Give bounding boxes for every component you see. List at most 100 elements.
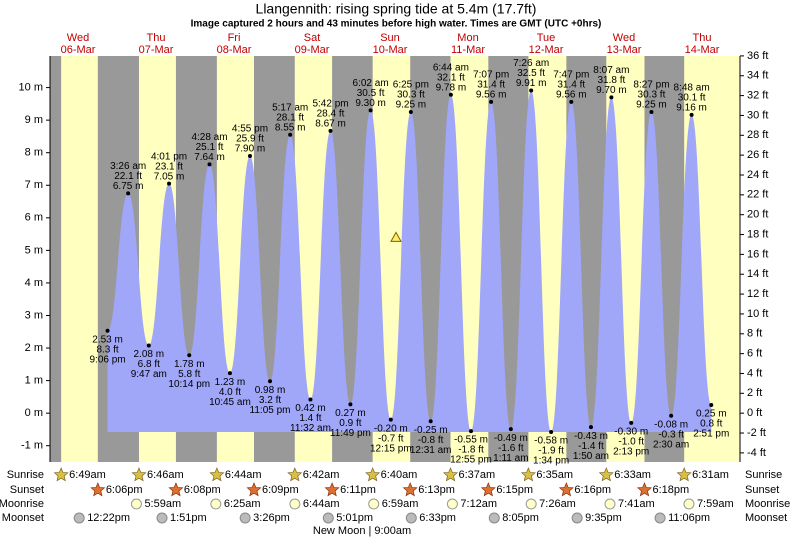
event-time: 6:42am [303, 469, 340, 481]
tide-point [328, 128, 333, 133]
sunset-icon [168, 482, 184, 497]
tide-label: 2:30 am [653, 439, 689, 450]
y2-tick-label: 36 ft [747, 50, 768, 62]
moonrise-icon [525, 498, 537, 510]
tide-label: 0.98 m [255, 385, 286, 396]
moonrise-icon [683, 498, 695, 510]
tide-point [709, 403, 714, 408]
tide-label: 0.27 m [335, 408, 366, 419]
tide-label: 4:01 pm [151, 151, 187, 162]
moonset-icon [322, 512, 334, 524]
y2-tick-label: 32 ft [747, 90, 768, 102]
sunrise-icon [598, 467, 614, 482]
y2-tick-label: 2 ft [747, 387, 762, 399]
tide-label: 9.56 m [476, 90, 507, 101]
sunrise-icon [520, 467, 536, 482]
moonrise-icon [604, 498, 616, 510]
tide-label: 4:28 am [191, 132, 227, 143]
y-tick-label: 2 m [25, 342, 43, 354]
date-label: 12-Mar [529, 44, 564, 56]
event-time: 6:33pm [419, 512, 456, 524]
weekday-label: Fri [228, 32, 241, 44]
event-time: 3:26pm [253, 512, 290, 524]
sunset-icon [558, 482, 574, 497]
y-tick-label: 0 m [25, 407, 43, 419]
tide-label: 32.5 ft [517, 68, 545, 79]
tide-label: 31.4 ft [557, 80, 585, 91]
tide-label: 9.70 m [596, 85, 627, 96]
event-time: 7:12am [460, 498, 497, 510]
tide-label: 6:25 pm [393, 80, 429, 91]
tide-label: 7:26 am [513, 58, 549, 69]
event-time: 6:40am [381, 469, 418, 481]
y2-tick-label: 18 ft [747, 228, 768, 240]
tide-point [348, 402, 353, 407]
tide-point [308, 397, 313, 402]
tide-label: 0.42 m [295, 403, 326, 414]
tide-label: 2:51 pm [693, 429, 729, 440]
moonset-icon [73, 512, 85, 524]
y2-tick-label: -2 ft [747, 427, 766, 439]
tide-label: 30.3 ft [638, 90, 666, 101]
tide-label: 9.25 m [396, 100, 427, 111]
tide-label: -0.49 m [494, 433, 528, 444]
weekday-label: Tue [537, 32, 556, 44]
tide-label: 9.25 m [636, 100, 667, 111]
tide-label: 12:31 am [410, 445, 452, 456]
y2-tick-label: 14 ft [747, 268, 768, 280]
event-time: 9:35pm [585, 512, 622, 524]
tide-label: 31.8 ft [597, 75, 625, 86]
tide-label: 7:07 pm [473, 70, 509, 81]
moon-phase: New Moon | 9:00am [313, 525, 411, 537]
tide-label: -0.3 ft [658, 429, 684, 440]
tide-point [105, 328, 110, 333]
y2-tick-label: 0 ft [747, 407, 762, 419]
tide-label: -1.0 ft [618, 437, 644, 448]
moonset-icon [571, 512, 583, 524]
y-tick-label: 6 m [25, 212, 43, 224]
weekday-label: Thu [693, 32, 712, 44]
tide-point [146, 343, 151, 348]
y-tick-label: -1 m [21, 440, 43, 452]
tide-label: 7.05 m [154, 171, 185, 182]
y2-tick-label: 24 ft [747, 169, 768, 181]
tide-point [629, 420, 634, 425]
tide-point [187, 353, 192, 358]
tide-label: 8:48 am [674, 83, 710, 94]
tide-point [508, 427, 513, 432]
tide-point [569, 99, 574, 104]
sunrise-icon [442, 467, 459, 482]
tide-label: 28.4 ft [317, 109, 345, 120]
tide-point [489, 99, 494, 104]
event-time: 6:06pm [106, 484, 143, 496]
tide-label: 9.16 m [676, 103, 707, 114]
tide-label: 9:06 pm [90, 354, 126, 365]
event-time: 6:44am [225, 469, 262, 481]
sunset-icon [636, 482, 652, 497]
event-time: 6:59am [382, 498, 419, 510]
date-label: 10-Mar [373, 44, 408, 56]
date-label: 14-Mar [685, 44, 720, 56]
event-time: 7:59am [697, 498, 734, 510]
event-time: 6:09pm [262, 484, 299, 496]
y-tick-label: 1 m [25, 375, 43, 387]
y2-tick-label: 4 ft [747, 367, 762, 379]
tide-label: -0.20 m [374, 423, 408, 434]
weekday-label: Sat [304, 32, 321, 44]
tide-label: 11:05 pm [250, 405, 291, 416]
tide-label: 4:55 pm [232, 124, 268, 135]
daylight-band [61, 56, 98, 462]
tide-label: 11:32 am [290, 423, 331, 434]
sunrise-icon [131, 467, 147, 482]
tide-label: 25.9 ft [236, 134, 264, 145]
tide-label: 4.0 ft [219, 387, 241, 398]
event-time: 6:25am [224, 498, 261, 510]
tide-label: -0.30 m [614, 427, 648, 438]
y2-tick-label: 30 ft [747, 109, 768, 121]
event-time: 6:31am [692, 469, 729, 481]
date-label: 06-Mar [61, 44, 96, 56]
tide-label: 25.1 ft [196, 142, 224, 153]
tide-point [468, 429, 473, 434]
moonrise-icon [368, 498, 380, 510]
tide-label: -0.43 m [574, 431, 608, 442]
